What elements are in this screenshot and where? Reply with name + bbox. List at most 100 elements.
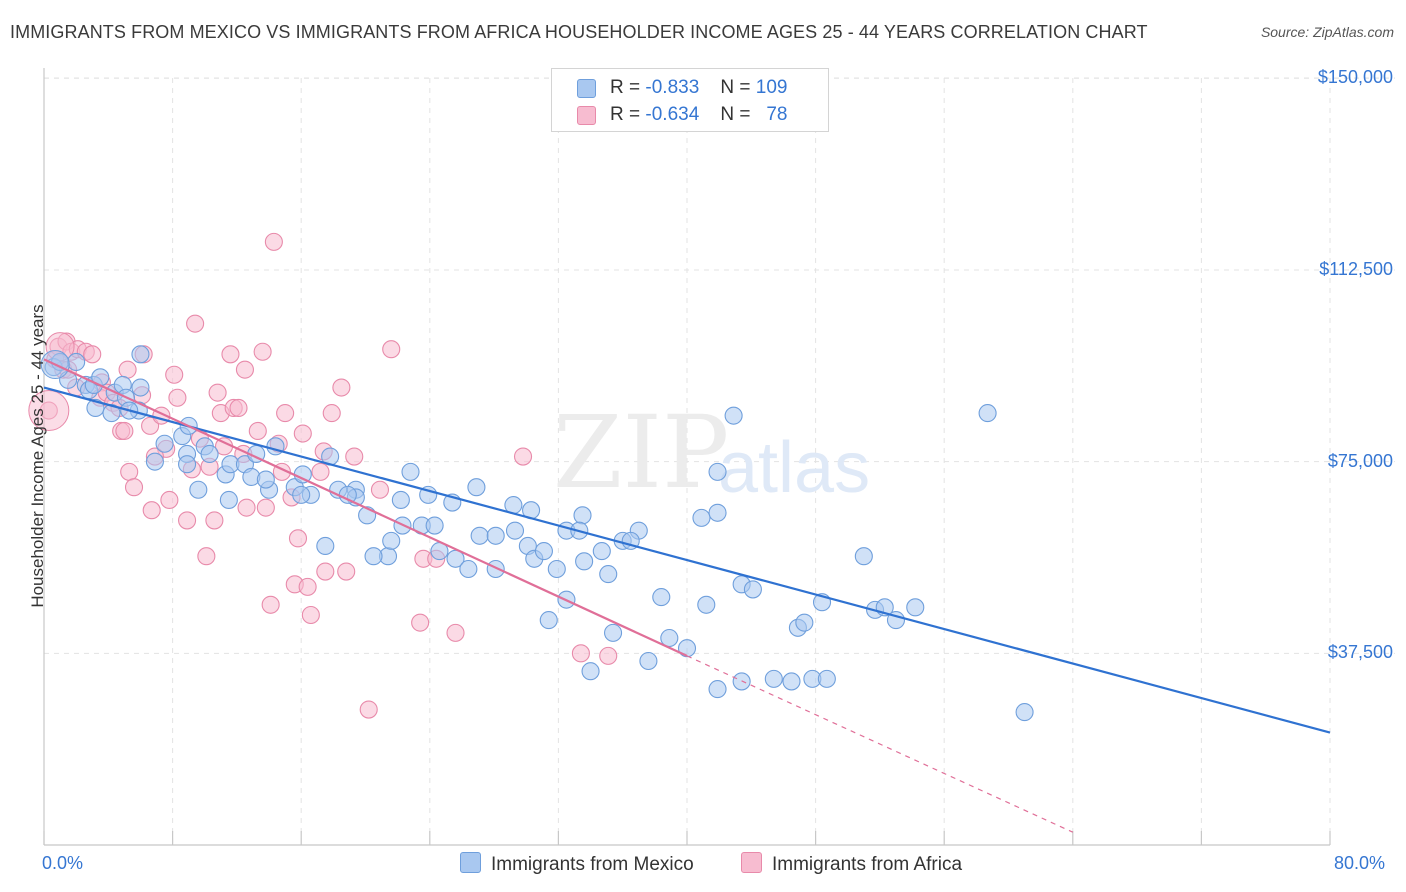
y-tick-label: $112,500 — [1319, 258, 1393, 279]
mexico-point — [764, 669, 783, 688]
bottom-legend-africa: Immigrants from Africa — [741, 852, 962, 876]
mexico-point — [338, 485, 357, 504]
mexico-point — [178, 455, 197, 474]
mexico-legend-icon — [460, 852, 481, 873]
chart-title: IMMIGRANTS FROM MEXICO VS IMMIGRANTS FRO… — [10, 22, 1148, 42]
source-label: Source: ZipAtlas.com — [1260, 24, 1394, 40]
africa-point — [256, 498, 275, 517]
africa-point — [316, 562, 335, 581]
watermark-atlas: atlas — [718, 428, 870, 508]
africa-point — [288, 529, 308, 548]
mexico-points — [40, 345, 1034, 722]
mexico-point — [425, 516, 444, 535]
africa-point — [165, 365, 184, 384]
africa-points — [28, 232, 618, 719]
legend-mexico-text: R = -0.833 N = 109 — [610, 77, 788, 98]
mexico-point — [382, 531, 401, 550]
africa-point — [197, 547, 216, 566]
mexico-point — [316, 536, 335, 556]
mexico-r-value: -0.833 — [645, 77, 700, 98]
mexico-point — [708, 503, 727, 522]
mexico-point — [131, 378, 150, 397]
y-tick-label: $37,500 — [1327, 642, 1393, 663]
x-tick-label-min: 0.0% — [42, 853, 84, 873]
africa-point — [253, 342, 272, 361]
mexico-point — [1015, 703, 1034, 722]
africa-trend-extension — [686, 655, 1074, 833]
mexico-point — [467, 478, 486, 497]
mexico-point — [906, 598, 925, 617]
mexico-point — [459, 559, 478, 579]
mexico-point — [364, 547, 383, 566]
africa-point — [124, 478, 144, 497]
correlation-legend: R = -0.833 N = 109 R = -0.634 N = 78 — [551, 68, 829, 132]
watermark-zip: ZIP — [553, 394, 729, 511]
mexico-legend-label: Immigrants from Mexico — [491, 854, 694, 875]
africa-point — [178, 511, 197, 530]
mexico-point — [401, 462, 420, 481]
africa-point — [235, 360, 254, 379]
bottom-legend-mexico: Immigrants from Mexico — [460, 852, 694, 876]
africa-n-value: 78 — [766, 104, 788, 125]
africa-point — [345, 447, 364, 466]
y-axis-label: Householder Income Ages 25 - 44 years — [28, 304, 47, 608]
africa-point — [83, 345, 102, 364]
africa-point — [293, 424, 312, 443]
mexico-point — [692, 508, 711, 527]
mexico-point — [724, 406, 743, 425]
mexico-point — [639, 651, 658, 671]
africa-point — [115, 421, 134, 441]
mexico-point — [677, 639, 697, 658]
mexico-point — [599, 565, 618, 584]
mexico-point — [795, 613, 814, 632]
africa-point — [141, 416, 160, 435]
mexico-point — [708, 680, 727, 699]
mexico-swatch-icon — [577, 79, 596, 98]
mexico-point — [505, 521, 525, 540]
mexico-point — [256, 470, 275, 489]
mexico-point — [978, 404, 997, 423]
africa-point-cluster — [28, 390, 70, 432]
africa-point — [298, 577, 317, 596]
mexico-point — [697, 595, 716, 614]
mexico-trend-line — [43, 386, 1331, 734]
mexico-point — [708, 462, 727, 481]
mexico-n-value: 109 — [755, 77, 788, 98]
africa-point — [322, 404, 341, 423]
mexico-point — [67, 352, 86, 372]
mexico-point — [219, 490, 238, 510]
africa-point — [205, 511, 224, 530]
y-tick-label: $75,000 — [1327, 450, 1393, 471]
africa-point — [513, 447, 533, 466]
mexico-point — [86, 398, 105, 418]
mexico-point — [391, 490, 410, 510]
mexico-point — [854, 547, 873, 566]
mexico-point — [189, 480, 208, 499]
mexico-point — [486, 559, 505, 579]
mexico-point — [486, 526, 505, 545]
mexico-point — [660, 628, 679, 648]
africa-point — [382, 340, 401, 359]
mexico-point — [604, 623, 623, 642]
africa-legend-label: Immigrants from Africa — [772, 854, 963, 875]
africa-point — [411, 613, 430, 632]
x-tick-label-max: 80.0% — [1334, 853, 1386, 873]
y-tick-label: $150,000 — [1317, 67, 1393, 88]
mexico-point — [743, 580, 762, 599]
axes — [43, 68, 1331, 846]
africa-point — [264, 232, 283, 251]
africa-point — [142, 501, 161, 520]
mexico-point — [145, 452, 164, 471]
africa-point — [599, 646, 618, 665]
africa-point — [301, 605, 320, 625]
mexico-point — [573, 506, 592, 525]
gridlines — [44, 77, 1395, 845]
africa-point — [370, 480, 390, 499]
mexico-point — [292, 485, 311, 504]
africa-point — [359, 700, 378, 719]
africa-point — [337, 562, 356, 581]
trend-lines — [43, 358, 1331, 833]
mexico-point — [470, 526, 489, 545]
africa-point — [221, 345, 240, 364]
